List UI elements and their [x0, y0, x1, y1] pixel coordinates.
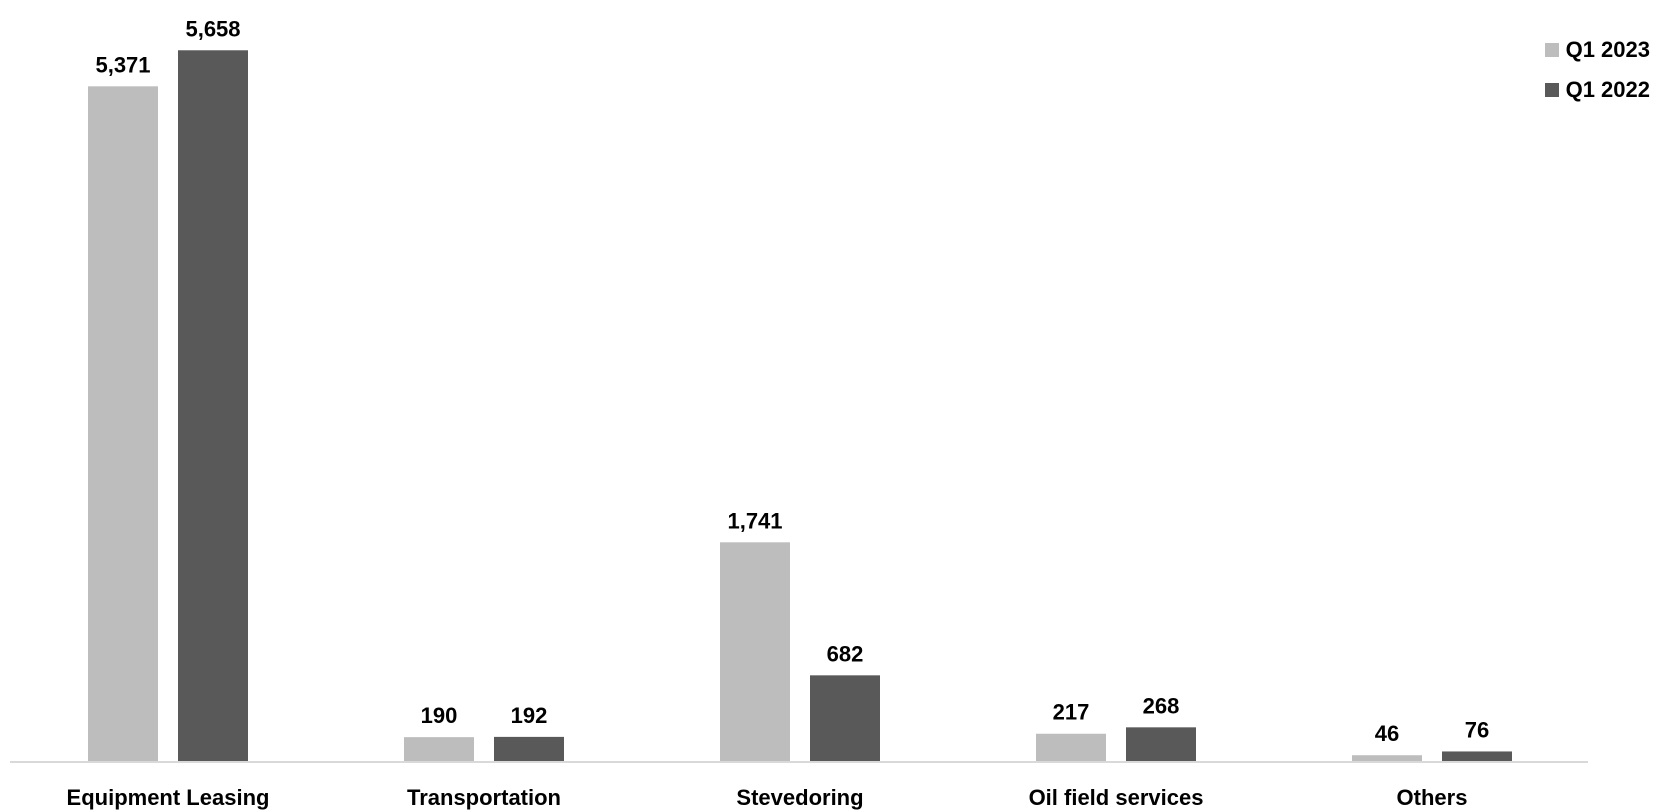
data-label-others-q1-2023: 46	[1375, 721, 1399, 746]
bar-stevedoring-q1-2023	[720, 542, 790, 761]
legend-label-q1-2023: Q1 2023	[1565, 37, 1650, 62]
bar-oil-field-services-q1-2022	[1126, 727, 1196, 761]
data-labels-layer: 5,371 5,658 190 192 1,741 682 217 268 46 76	[95, 16, 1489, 746]
data-label-others-q1-2022: 76	[1465, 717, 1489, 742]
bar-transportation-q1-2022	[494, 736, 564, 761]
legend: Q1 2023 Q1 2022	[1544, 30, 1650, 110]
bar-equipment-leasing-q1-2023	[88, 86, 158, 761]
bar-stevedoring-q1-2022	[810, 675, 880, 761]
data-label-equipment-leasing-q1-2022: 5,658	[185, 16, 240, 41]
legend-swatch-q1-2023	[1544, 43, 1559, 57]
category-labels-layer: Equipment Leasing Transportation Stevedori…	[67, 785, 1468, 810]
legend-item-q1-2022: Q1 2022	[1544, 70, 1650, 110]
legend-swatch-q1-2022	[1544, 83, 1559, 97]
bar-equipment-leasing-q1-2022	[178, 50, 248, 761]
bar-transportation-q1-2023	[404, 737, 474, 761]
category-label-others: Others	[1397, 785, 1468, 810]
category-label-equipment-leasing: Equipment Leasing	[67, 785, 270, 810]
data-label-oil-field-services-q1-2023: 217	[1053, 700, 1090, 725]
category-label-stevedoring: Stevedoring	[736, 785, 863, 810]
data-label-transportation-q1-2023: 190	[421, 703, 458, 728]
data-label-transportation-q1-2022: 192	[511, 703, 548, 728]
category-label-oil-field-services: Oil field services	[1029, 785, 1204, 810]
data-label-stevedoring-q1-2022: 682	[827, 641, 864, 666]
legend-item-q1-2023: Q1 2023	[1544, 30, 1650, 70]
bar-oil-field-services-q1-2023	[1036, 733, 1106, 761]
bar-others-q1-2022	[1442, 751, 1512, 761]
category-label-transportation: Transportation	[407, 785, 561, 810]
data-label-equipment-leasing-q1-2023: 5,371	[95, 52, 150, 77]
data-label-oil-field-services-q1-2022: 268	[1143, 693, 1180, 718]
bar-others-q1-2023	[1352, 755, 1422, 761]
legend-label-q1-2022: Q1 2022	[1565, 77, 1650, 102]
bars-layer	[88, 50, 1512, 761]
data-label-stevedoring-q1-2023: 1,741	[727, 508, 782, 533]
